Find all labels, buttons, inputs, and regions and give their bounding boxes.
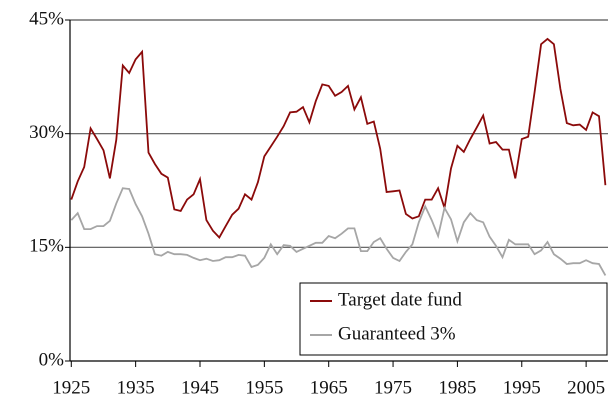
series-line [70,187,607,276]
y-tick-label: 15% [29,236,64,257]
x-tick-label: 1935 [117,377,155,398]
x-tick-label: 1995 [503,377,541,398]
legend-box [299,282,608,356]
x-tick-label: 1965 [310,377,348,398]
y-tick-label: 30% [29,122,64,143]
y-tick-label: 0% [39,349,65,370]
y-tick-label: 45% [29,8,64,29]
x-tick-label: 2005 [567,377,605,398]
series-line [70,37,607,240]
x-tick-label: 1985 [438,377,476,398]
legend-label: Target date fund [338,289,462,310]
x-tick-label: 1955 [245,377,283,398]
x-tick-label: 1945 [181,377,219,398]
x-tick-label: 1925 [52,377,90,398]
x-tick-label: 1975 [374,377,412,398]
legend-label: Guaranteed 3% [338,323,456,344]
